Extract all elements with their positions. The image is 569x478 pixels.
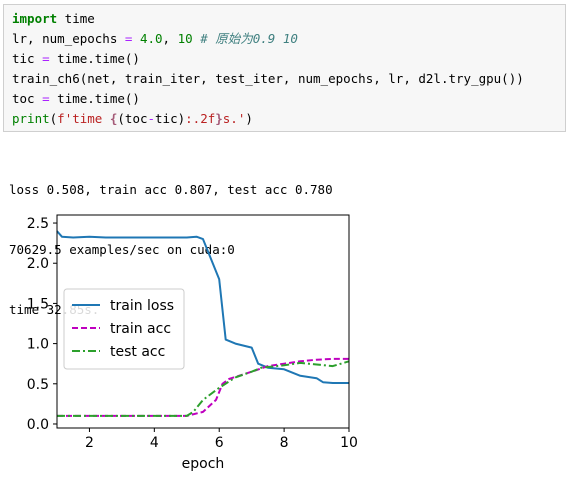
code-token: import	[12, 11, 58, 26]
y-tick-label: 1.0	[27, 337, 49, 353]
legend-label: test acc	[110, 344, 165, 360]
code-token: print	[12, 111, 50, 126]
code-token: (toc	[117, 111, 148, 126]
code-token: s.'	[222, 111, 246, 126]
training-chart: 2 4 6 8 10 0.0 0.5 1.0 1.5 2.0 2.5 epoch train loss t…	[27, 214, 358, 472]
x-tick-label: 10	[340, 435, 358, 451]
code-token: tic)	[155, 111, 186, 126]
legend-box	[63, 288, 185, 370]
code-token: -	[147, 111, 156, 126]
x-tick-label: 4	[150, 435, 159, 451]
y-tick-label: 2.5	[27, 216, 49, 232]
code-token: time.time()	[49, 51, 140, 66]
code-token: =	[42, 91, 50, 106]
y-tick-label: 0.0	[27, 417, 49, 433]
code-line: tic = time.time()	[12, 49, 557, 69]
y-tick-label: 2.0	[27, 256, 49, 272]
legend-label: train loss	[110, 298, 174, 314]
code-token: train_ch6(net, train_iter, test_iter, nu…	[12, 71, 524, 86]
x-tick-label: 2	[85, 435, 94, 451]
code-token: f'time	[57, 111, 110, 126]
x-axis-label: epoch	[182, 456, 225, 472]
code-token: :.2f	[185, 111, 216, 126]
series-line-2	[57, 360, 350, 417]
series-line-0	[56, 230, 349, 384]
code-token: time.time()	[49, 91, 140, 106]
code-line: lr, num_epochs = 4.0, 10 # 原始为0.9 10	[12, 29, 557, 49]
code-token: {	[109, 111, 118, 126]
x-tick-label: 6	[215, 435, 224, 451]
code-token: tic	[12, 51, 43, 66]
code-cell[interactable]: import time lr, num_epochs = 4.0, 10 # 原始…	[3, 4, 566, 132]
code-token: ,	[162, 31, 178, 46]
x-tick-label: 8	[280, 435, 289, 451]
code-line: print(f'time {(toc-tic):.2f}s.')	[12, 109, 557, 129]
code-token: =	[42, 51, 50, 66]
plot-frame	[56, 214, 350, 429]
code-line: toc = time.time()	[12, 89, 557, 109]
code-token: toc	[12, 91, 43, 106]
legend-label: train acc	[110, 321, 171, 337]
y-tick-label: 1.5	[27, 296, 49, 312]
code-token: }	[215, 111, 223, 126]
code-token: # 原始为0.9 10	[200, 31, 298, 46]
y-tick-label: 0.5	[27, 377, 49, 393]
code-token	[132, 31, 140, 46]
code-token: 4.0	[139, 31, 163, 46]
code-token: 10	[177, 31, 193, 46]
code-token: (	[49, 111, 58, 126]
code-line: train_ch6(net, train_iter, test_iter, nu…	[12, 69, 557, 89]
code-token: time	[57, 11, 95, 26]
code-token: lr, num_epochs	[12, 31, 125, 46]
code-token: =	[124, 31, 133, 46]
output-line: loss 0.508, train acc 0.807, test acc 0.…	[9, 182, 333, 197]
code-token: )	[245, 111, 253, 126]
code-line: import time	[12, 9, 557, 29]
output-line: 70629.5 examples/sec on cuda:0	[9, 242, 235, 257]
